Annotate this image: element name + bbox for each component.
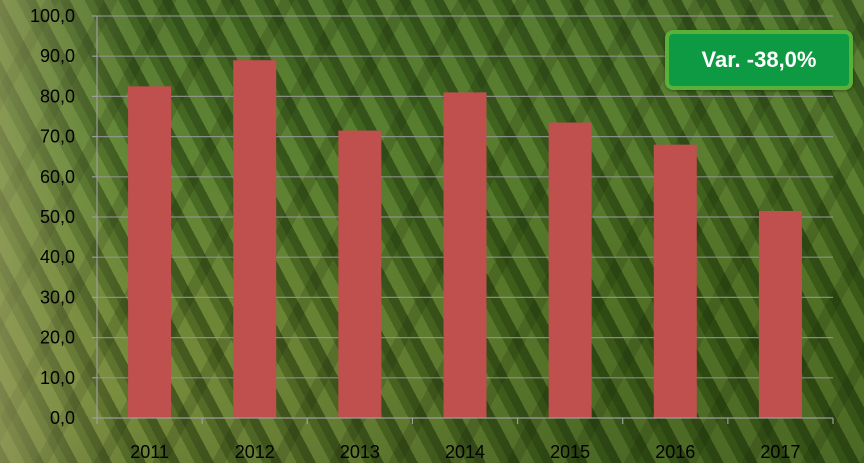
bar-2012	[233, 60, 277, 418]
x-tick-label-2014: 2014	[445, 442, 485, 462]
y-tick-label: 20,0	[40, 328, 75, 348]
y-tick-label: 90,0	[40, 46, 75, 66]
x-tick-label-2015: 2015	[550, 442, 590, 462]
y-tick-label: 70,0	[40, 127, 75, 147]
bar-2014	[443, 92, 487, 418]
bar-2015	[548, 122, 592, 418]
y-tick-label: 0,0	[50, 408, 75, 428]
axes	[92, 15, 834, 424]
x-tick-label-2013: 2013	[340, 442, 380, 462]
x-tick-label-2017: 2017	[760, 442, 800, 462]
bar-2016	[653, 144, 697, 418]
y-tick-label: 80,0	[40, 86, 75, 106]
x-tick-label-2012: 2012	[235, 442, 275, 462]
y-tick-label: 40,0	[40, 247, 75, 267]
bar-2011	[128, 86, 172, 418]
variation-badge: Var. -38,0%	[665, 30, 853, 90]
y-tick-label: 100,0	[30, 6, 75, 26]
y-tick-label: 10,0	[40, 368, 75, 388]
bar-2013	[338, 130, 382, 418]
x-tick-labels: 2011 2012 2013 2014 2015 2016 2017	[130, 442, 800, 462]
y-tick-label: 60,0	[40, 167, 75, 187]
x-tick-label-2011: 2011	[130, 442, 169, 462]
x-tick-label-2016: 2016	[655, 442, 695, 462]
y-tick-label: 30,0	[40, 287, 75, 307]
y-tick-label: 50,0	[40, 207, 75, 227]
y-tick-labels: 0,0 10,0 20,0 30,0 40,0 50,0 60,0 70,0 80,0 90,0 1…	[30, 6, 75, 428]
bars	[128, 60, 802, 418]
bar-2017	[758, 210, 802, 418]
